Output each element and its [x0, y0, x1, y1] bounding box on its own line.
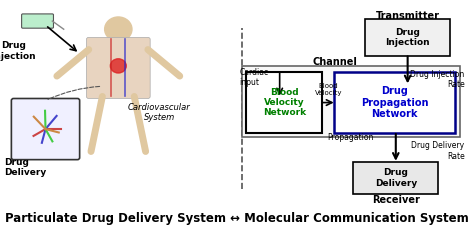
FancyBboxPatch shape: [246, 72, 322, 133]
Text: Particulate Drug Delivery System ↔ Molecular Communication System: Particulate Drug Delivery System ↔ Molec…: [5, 212, 469, 225]
Text: Receiver: Receiver: [372, 195, 420, 205]
Text: Drug
Delivery: Drug Delivery: [5, 158, 47, 177]
FancyBboxPatch shape: [334, 72, 455, 133]
Text: Cardiac
input: Cardiac input: [239, 68, 268, 87]
FancyBboxPatch shape: [365, 19, 450, 56]
Text: Blood
Velocity
Network: Blood Velocity Network: [263, 88, 306, 118]
FancyBboxPatch shape: [22, 14, 54, 28]
Text: Drug
Injection: Drug Injection: [0, 41, 36, 61]
FancyBboxPatch shape: [11, 99, 80, 160]
Text: Drug Injection
Rate: Drug Injection Rate: [410, 70, 465, 89]
Circle shape: [105, 17, 132, 41]
Text: Channel: Channel: [313, 57, 358, 67]
Circle shape: [110, 59, 126, 73]
Text: Drug
Propagation
Network: Drug Propagation Network: [361, 86, 428, 119]
FancyBboxPatch shape: [353, 162, 438, 194]
Text: Propagation: Propagation: [328, 133, 374, 142]
FancyBboxPatch shape: [242, 66, 460, 137]
Text: Blood
Velocity: Blood Velocity: [314, 83, 342, 96]
Text: Drug
Injection: Drug Injection: [385, 28, 430, 47]
Text: Drug Delivery
Rate: Drug Delivery Rate: [411, 141, 465, 161]
Text: Transmitter: Transmitter: [375, 11, 440, 21]
FancyBboxPatch shape: [86, 37, 150, 99]
Text: Cardiovascular
System: Cardiovascular System: [128, 103, 191, 122]
Text: Drug
Delivery: Drug Delivery: [374, 168, 417, 188]
